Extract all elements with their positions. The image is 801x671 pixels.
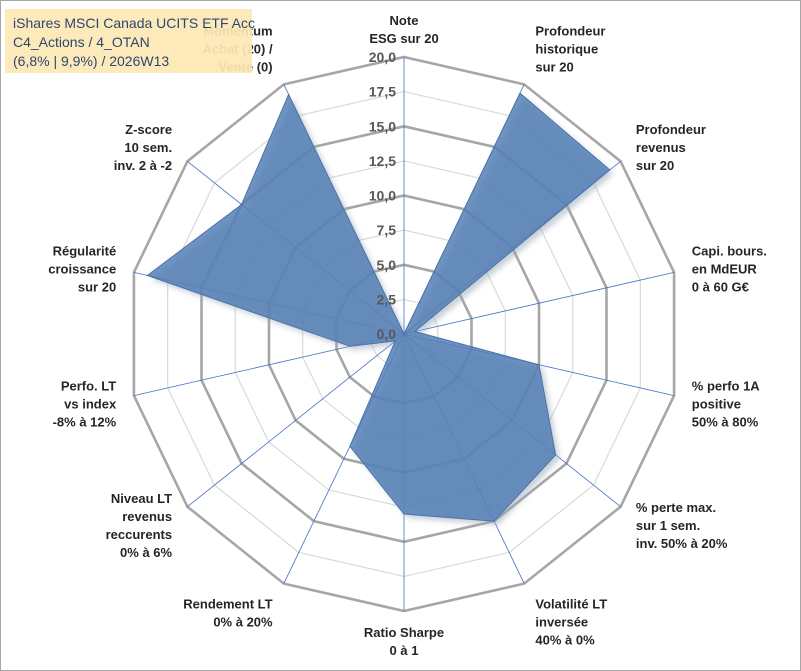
- axis-label-line: sur 20: [535, 60, 573, 75]
- tick-label: 0,0: [377, 326, 397, 342]
- axis-label-line: Ratio Sharpe: [364, 625, 444, 640]
- radar-tick-labels: 0,0 2,5 5,0 7,5 10,0 12,5 15,0 17,5 20,0: [369, 49, 396, 342]
- data-point-esg: [403, 333, 405, 335]
- axis-label-line: Note: [390, 13, 419, 28]
- chart-subtitle-line: C4_Actions / 4_OTAN: [13, 34, 150, 50]
- axis-label-perfo-1a: % perfo 1A positive 50% à 80%: [692, 378, 761, 429]
- data-point-profondeur-historique: [519, 92, 521, 94]
- axis-label-line: croissance: [48, 262, 116, 277]
- data-point-capi-bours: [414, 331, 416, 332]
- axis-label-capi-bours: Capi. bours. en MdEUR 0 à 60 G€: [692, 244, 767, 295]
- axis-label-line: Profondeur: [535, 24, 605, 39]
- axis-label-volatilite: Volatilité LT inversée 40% à 0%: [535, 596, 607, 647]
- tick-label: 15,0: [369, 118, 396, 134]
- tick-label: 5,0: [377, 257, 397, 273]
- radar-series: [146, 92, 614, 526]
- data-point-perfo-lt: [349, 345, 351, 347]
- chart-period-line: (6,8% | 9,9%) / 2026W13: [13, 53, 170, 69]
- axis-label-line: en MdEUR: [692, 262, 758, 277]
- axis-label-line: Rendement LT: [183, 596, 272, 611]
- axis-label-line: 0 à 60 G€: [692, 280, 749, 295]
- data-point-perfo-1a: [538, 364, 540, 366]
- tick-label: 12,5: [369, 153, 396, 169]
- axis-label-line: 50% à 80%: [692, 414, 759, 429]
- tick-label: 2,5: [377, 291, 397, 307]
- axis-label-line: Niveau LT: [111, 491, 172, 506]
- data-point-rendement: [349, 445, 351, 447]
- tick-label: 7,5: [377, 222, 397, 238]
- data-point-volatilite: [493, 520, 495, 522]
- tick-label: 10,0: [369, 188, 396, 204]
- axis-label-line: % perfo 1A: [692, 378, 761, 393]
- radar-axis-labels: Note ESG sur 20 Profondeur historique sur 20…: [48, 13, 767, 658]
- axis-label-ratio-sharpe: Ratio Sharpe 0 à 1: [364, 625, 444, 658]
- data-point-momentum: [288, 93, 290, 95]
- axis-label-profondeur-revenus: Profondeur revenus sur 20: [636, 122, 706, 173]
- axis-label-rendement: Rendement LT 0% à 20%: [183, 596, 273, 629]
- data-point-zscore: [241, 204, 243, 205]
- axis-label-line: sur 20: [78, 280, 116, 295]
- axis-label-profondeur-historique: Profondeur historique sur 20: [535, 24, 605, 75]
- axis-label-line: inv. 50% à 20%: [636, 536, 728, 551]
- axis-label-regularite: Régularité croissance sur 20: [48, 244, 116, 295]
- axis-label-niveau-lt: Niveau LT revenus reccurents 0% à 6%: [106, 491, 173, 560]
- data-point-niveau-lt: [394, 340, 396, 342]
- axis-label-line: 0 à 1: [390, 643, 419, 658]
- data-point-ratio-sharpe: [403, 513, 405, 515]
- axis-label-line: Capi. bours.: [692, 244, 767, 259]
- axis-label-line: -8% à 12%: [53, 414, 117, 429]
- axis-spoke-capi-bours: [403, 272, 675, 335]
- data-point-perte-max: [555, 454, 557, 456]
- axis-spoke-niveau-lt: [187, 333, 405, 508]
- axis-label-line: historique: [535, 42, 598, 57]
- axis-label-line: inv. 2 à -2: [114, 158, 172, 173]
- axis-label-perte-max: % perte max. sur 1 sem. inv. 50% à 20%: [636, 500, 728, 551]
- axis-label-perfo-lt: Perfo. LT vs index -8% à 12%: [53, 378, 117, 429]
- axis-label-line: vs index: [64, 396, 117, 411]
- axis-label-line: sur 20: [636, 158, 674, 173]
- tick-label: 17,5: [369, 84, 396, 100]
- axis-label-line: 10 sem.: [124, 140, 172, 155]
- axis-label-line: sur 1 sem.: [636, 518, 700, 533]
- chart-title-box: iShares MSCI Canada UCITS ETF Acc C4_Act…: [5, 9, 255, 73]
- axis-label-line: % perte max.: [636, 500, 716, 515]
- axis-label-line: positive: [692, 396, 741, 411]
- axis-label-line: reccurents: [106, 527, 172, 542]
- axis-label-line: revenus: [636, 140, 686, 155]
- axis-label-line: Régularité: [53, 244, 117, 259]
- axis-label-line: Profondeur: [636, 122, 706, 137]
- data-point-regularite: [146, 274, 148, 276]
- axis-label-line: 0% à 20%: [213, 614, 273, 629]
- data-point-profondeur-revenus: [609, 169, 611, 171]
- axis-label-line: ESG sur 20: [369, 31, 438, 46]
- axis-label-line: Volatilité LT: [535, 596, 607, 611]
- axis-label-line: 0% à 6%: [120, 545, 172, 560]
- axis-label-line: inversée: [535, 614, 588, 629]
- axis-label-esg: Note ESG sur 20: [369, 13, 438, 46]
- axis-label-line: 40% à 0%: [535, 632, 595, 647]
- axis-label-line: Perfo. LT: [61, 378, 116, 393]
- tick-label: 20,0: [369, 49, 396, 65]
- axis-label-line: revenus: [122, 509, 172, 524]
- axis-label-line: Z-score: [125, 122, 172, 137]
- axis-label-zscore: Z-score 10 sem. inv. 2 à -2: [114, 122, 172, 173]
- chart-title-line: iShares MSCI Canada UCITS ETF Acc: [13, 15, 255, 31]
